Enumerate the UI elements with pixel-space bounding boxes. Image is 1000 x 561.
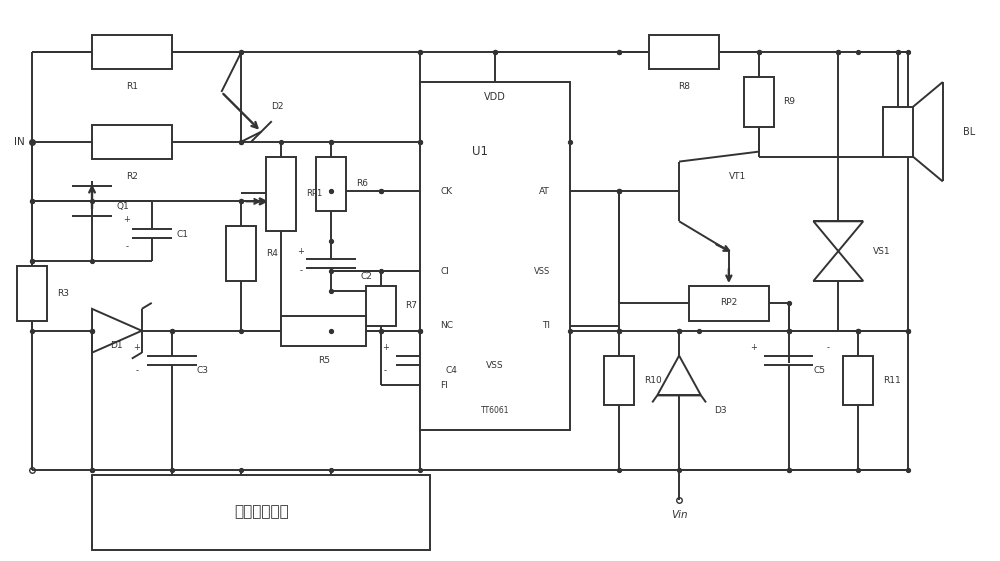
Text: FI: FI bbox=[440, 381, 448, 390]
Text: R10: R10 bbox=[644, 376, 662, 385]
Text: Vin: Vin bbox=[671, 510, 687, 520]
Text: RP1: RP1 bbox=[306, 189, 322, 198]
Text: C4: C4 bbox=[445, 366, 457, 375]
Bar bbox=[604, 356, 634, 406]
Text: D1: D1 bbox=[111, 341, 123, 350]
Text: R3: R3 bbox=[57, 289, 69, 298]
Bar bbox=[744, 77, 774, 127]
Text: Q1: Q1 bbox=[117, 202, 130, 211]
Text: R9: R9 bbox=[784, 98, 796, 107]
Text: D2: D2 bbox=[271, 102, 284, 112]
Text: R8: R8 bbox=[678, 82, 690, 91]
Text: TI: TI bbox=[542, 321, 550, 330]
Text: CI: CI bbox=[440, 266, 449, 275]
Bar bbox=[649, 35, 719, 69]
Text: NC: NC bbox=[440, 321, 453, 330]
Text: RP2: RP2 bbox=[720, 298, 737, 307]
Text: C1: C1 bbox=[177, 230, 189, 239]
Text: AT: AT bbox=[539, 187, 550, 196]
Bar bbox=[92, 475, 430, 550]
Text: R2: R2 bbox=[126, 172, 138, 181]
Bar bbox=[883, 107, 913, 157]
Text: BL: BL bbox=[963, 127, 975, 137]
Text: CK: CK bbox=[440, 187, 452, 196]
Text: R4: R4 bbox=[266, 249, 278, 257]
Text: R5: R5 bbox=[318, 356, 330, 365]
Text: VT1: VT1 bbox=[729, 172, 746, 181]
Text: C2: C2 bbox=[361, 272, 373, 280]
Bar bbox=[92, 35, 172, 69]
Bar bbox=[843, 356, 873, 406]
Text: 驱动增强电路: 驱动增强电路 bbox=[234, 504, 289, 519]
Text: C5: C5 bbox=[813, 366, 825, 375]
Text: +: + bbox=[298, 247, 304, 256]
Text: -: - bbox=[384, 366, 387, 375]
Bar bbox=[266, 157, 296, 231]
Bar bbox=[316, 157, 346, 211]
Text: VS1: VS1 bbox=[873, 247, 891, 256]
Bar bbox=[420, 82, 570, 430]
Text: +: + bbox=[123, 215, 130, 224]
Text: +: + bbox=[382, 343, 389, 352]
Text: IN: IN bbox=[14, 137, 25, 146]
Bar bbox=[366, 286, 396, 326]
Text: TT6061: TT6061 bbox=[481, 406, 509, 415]
Text: VDD: VDD bbox=[484, 92, 506, 102]
Text: VSS: VSS bbox=[486, 361, 504, 370]
Bar bbox=[281, 316, 366, 346]
Text: -: - bbox=[125, 242, 128, 251]
Text: U1: U1 bbox=[472, 145, 488, 158]
Text: +: + bbox=[750, 343, 757, 352]
Text: -: - bbox=[135, 366, 138, 375]
Bar bbox=[689, 286, 769, 321]
Text: -: - bbox=[299, 266, 302, 275]
Text: VSS: VSS bbox=[534, 266, 550, 275]
Text: +: + bbox=[133, 343, 140, 352]
Text: R1: R1 bbox=[126, 82, 138, 91]
Text: -: - bbox=[827, 343, 830, 352]
Bar bbox=[17, 266, 47, 321]
Bar bbox=[92, 125, 172, 159]
Text: R7: R7 bbox=[405, 301, 417, 310]
Text: R11: R11 bbox=[883, 376, 901, 385]
Bar bbox=[226, 226, 256, 281]
Text: C3: C3 bbox=[197, 366, 209, 375]
Text: D3: D3 bbox=[714, 406, 727, 415]
Text: R6: R6 bbox=[356, 179, 368, 188]
